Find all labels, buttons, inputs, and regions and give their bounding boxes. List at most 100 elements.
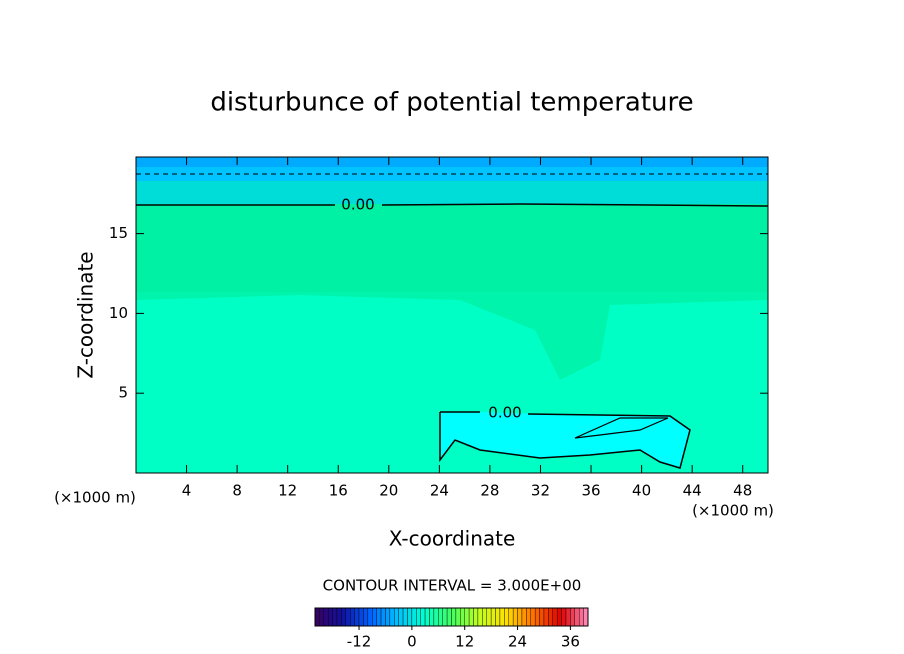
colorbar-cell (486, 607, 492, 627)
x-tick-label: 16 (329, 482, 348, 500)
colorbar-cell (385, 607, 391, 627)
colorbar-cell (438, 607, 443, 627)
colorbar-cell (451, 607, 457, 627)
colorbar-tick-label: 24 (508, 633, 527, 651)
x-tick-label: 8 (232, 482, 242, 500)
colorbar-cell (433, 607, 439, 627)
colorbar-cell (341, 607, 347, 627)
contour-interval: CONTOUR INTERVAL = 3.000E+00 (323, 577, 582, 595)
colorbar-cell (482, 607, 487, 627)
colorbar-cell (350, 607, 355, 627)
colorbar-cell (363, 607, 369, 627)
colorbar-cell (552, 607, 558, 627)
colorbar-cell (473, 607, 479, 627)
colorbar-cell (455, 607, 461, 627)
y-axis-label: Z-coordinate (74, 251, 98, 378)
colorbar-cell (570, 607, 575, 627)
field-region (136, 200, 768, 292)
colorbar-cell (389, 607, 395, 627)
colorbar-cell (517, 607, 523, 627)
colorbar-cell (504, 607, 509, 627)
colorbar-cell (490, 607, 496, 627)
colorbar-cell (539, 607, 545, 627)
colorbar-cell (336, 607, 342, 627)
colorbar-cell (574, 607, 580, 627)
x-tick-label: 20 (379, 482, 398, 500)
colorbar-cell (323, 607, 329, 627)
x-tick-label: 36 (581, 482, 600, 500)
colorbar-cell (583, 607, 589, 627)
y-tick-label: 10 (109, 304, 128, 322)
colorbar-cell (380, 607, 386, 627)
colorbar-cell (394, 607, 399, 627)
colorbar-tick-label: -12 (347, 633, 372, 651)
colorbar-cell (372, 607, 377, 627)
colorbar-cell (446, 607, 452, 627)
colorbar-cell (561, 607, 567, 627)
y-tick-label: 5 (118, 384, 128, 402)
colorbar-frame (314, 607, 589, 627)
colorbar-cell (508, 607, 514, 627)
colorbar-cell (499, 607, 505, 627)
colorbar-cell (420, 607, 426, 627)
colorbar-cell (495, 607, 501, 627)
x-tick-label: 4 (182, 482, 192, 500)
colorbar-cell (578, 607, 584, 627)
colorbar-cell (328, 607, 333, 627)
colorbar-cell (407, 607, 413, 627)
colorbar-cell (464, 607, 470, 627)
colorbar-cell (548, 607, 553, 627)
colorbar-cell (556, 607, 562, 627)
colorbar-cell (398, 607, 404, 627)
colorbar-cell (468, 607, 474, 627)
colorbar-cell (526, 607, 531, 627)
colorbar-cell (512, 607, 518, 627)
colorbar-cell (530, 607, 536, 627)
colorbar-cell (442, 607, 448, 627)
y-tick-label: 15 (109, 224, 128, 242)
colorbar-cell (543, 607, 549, 627)
colorbar-cell (354, 607, 360, 627)
colorbar-cell (521, 607, 527, 627)
field-region (136, 290, 768, 380)
contour-line (136, 203, 769, 207)
contour-label: 0.00 (488, 404, 521, 422)
colorbar-cell (411, 607, 417, 627)
colorbar-cell (345, 607, 351, 627)
colorbar-cell (534, 607, 540, 627)
colorbar-cell (402, 607, 408, 627)
colorbar-cell (376, 607, 382, 627)
chart-title: disturbunce of potential temperature (210, 88, 693, 118)
colorbar-cell (367, 607, 373, 627)
colorbar-cell (429, 607, 435, 627)
colorbar-tick-label: 0 (407, 633, 417, 651)
contour-line (574, 417, 669, 439)
colorbar-cell (460, 607, 465, 627)
colorbar-cell (314, 607, 320, 627)
field-region (136, 157, 768, 167)
colorbar-cell (319, 607, 325, 627)
colorbar-cell (477, 607, 483, 627)
plot-frame (135, 156, 769, 474)
colorbar-cell (565, 607, 571, 627)
colorbar-tick-label: 12 (455, 633, 474, 651)
contour-label: 0.00 (341, 196, 374, 214)
x-unit-label: (×1000 m) (54, 489, 136, 507)
colorbar-cell (416, 607, 421, 627)
x-tick-label: 40 (632, 482, 651, 500)
x-unit-label: (×1000 m) (692, 502, 774, 520)
x-tick-label: 44 (683, 482, 702, 500)
colorbar-cell (358, 607, 364, 627)
colorbar-tick-label: 36 (561, 633, 580, 651)
x-tick-label: 24 (430, 482, 449, 500)
field-region (136, 180, 768, 204)
x-tick-label: 12 (278, 482, 297, 500)
x-axis-label: X-coordinate (389, 527, 516, 551)
colorbar-cell (424, 607, 430, 627)
x-tick-label: 28 (480, 482, 499, 500)
colorbar-cell (332, 607, 338, 627)
x-tick-label: 48 (733, 482, 752, 500)
x-tick-label: 32 (531, 482, 550, 500)
contour-line (439, 411, 691, 469)
